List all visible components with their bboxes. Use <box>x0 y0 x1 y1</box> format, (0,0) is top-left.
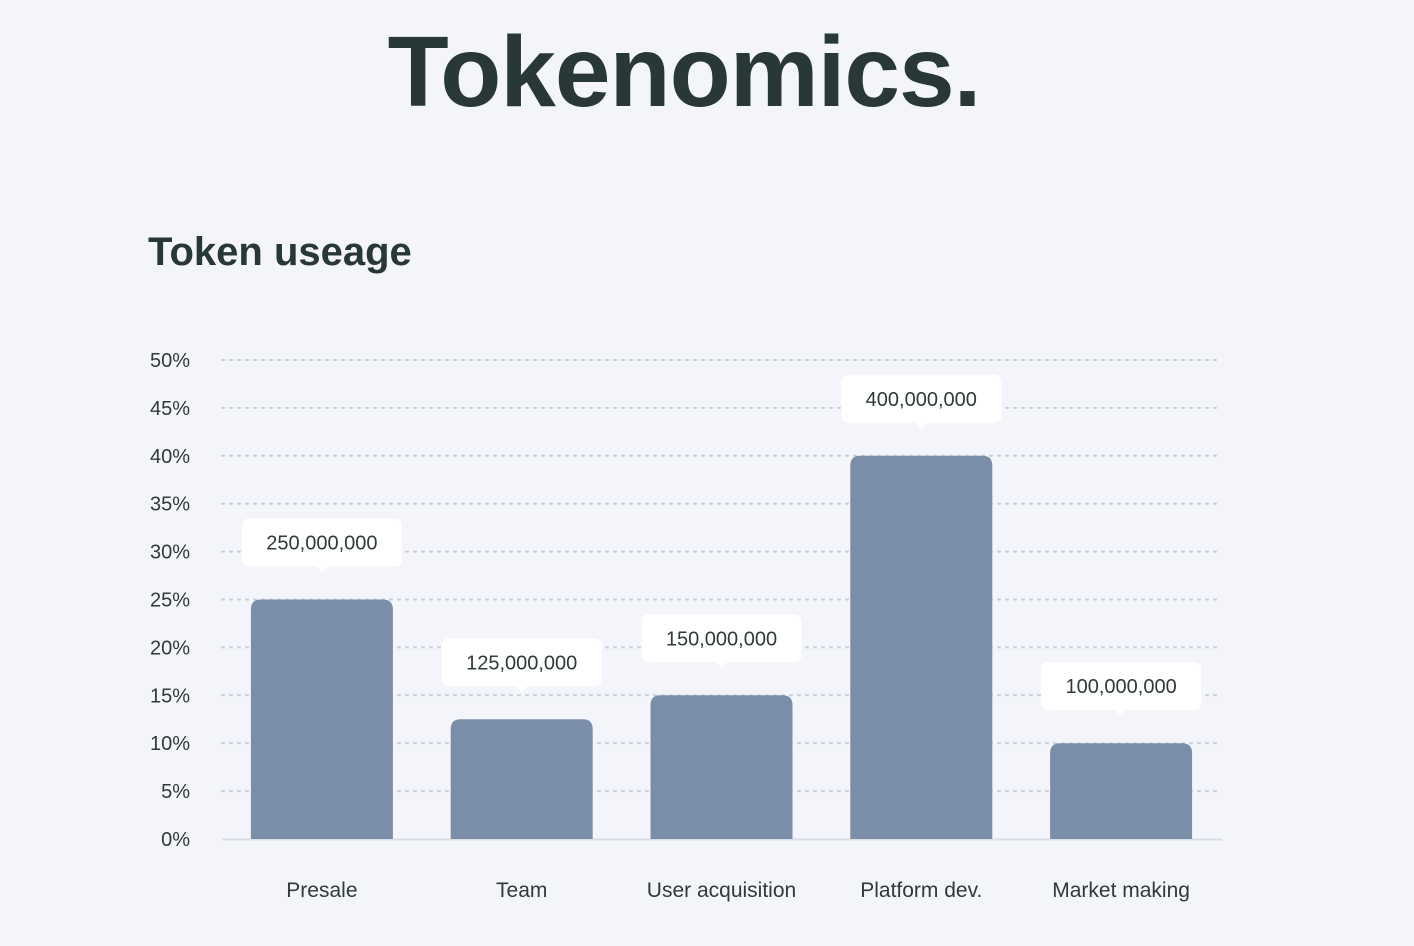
y-tick-label: 45% <box>150 398 190 420</box>
bars <box>250 455 1193 839</box>
data-label-pointer <box>515 685 528 693</box>
data-label-box <box>441 638 602 687</box>
bar <box>650 695 793 839</box>
y-tick-label: 25% <box>150 590 190 612</box>
data-label-box <box>241 518 402 567</box>
data-label: 100,000,000 <box>1041 662 1202 717</box>
data-label-pointer <box>1115 709 1128 717</box>
y-tick-label: 10% <box>150 733 190 755</box>
x-tick-label: Presale <box>286 879 357 902</box>
y-tick-label: 40% <box>150 446 190 468</box>
data-label-text: 400,000,000 <box>866 389 977 411</box>
data-label: 125,000,000 <box>441 638 602 693</box>
y-tick-label: 50% <box>150 350 190 372</box>
data-label: 400,000,000 <box>841 374 1002 429</box>
data-label-text: 250,000,000 <box>266 533 377 555</box>
bar <box>1050 743 1193 839</box>
y-tick-label: 0% <box>161 829 190 851</box>
data-label-text: 125,000,000 <box>466 652 577 674</box>
x-tick-label: User acquisition <box>647 879 796 902</box>
data-labels: 250,000,000 125,000,000 150,000,000 400,000… <box>241 374 1202 717</box>
y-tick-label: 30% <box>150 542 190 564</box>
y-tick-label: 20% <box>150 637 190 659</box>
y-tick-label: 35% <box>150 494 190 516</box>
x-axis: Presale Team User acquisition Platform dev.… <box>286 879 1190 902</box>
x-tick-label: Team <box>496 879 547 902</box>
data-label-text: 100,000,000 <box>1065 676 1176 698</box>
data-label: 250,000,000 <box>241 518 402 573</box>
data-label-box <box>841 374 1002 423</box>
chart-title: Token useage <box>148 230 412 274</box>
data-label: 150,000,000 <box>641 614 802 669</box>
x-tick-label: Platform dev. <box>860 879 982 902</box>
bar <box>250 599 393 839</box>
data-label-pointer <box>315 565 328 573</box>
bar <box>450 719 593 839</box>
page-title: Tokenomics. <box>387 16 982 128</box>
y-tick-label: 5% <box>161 781 190 803</box>
data-label-pointer <box>715 661 728 669</box>
data-label-text: 150,000,000 <box>666 628 777 650</box>
x-tick-label: Market making <box>1052 879 1190 902</box>
data-label-box <box>1041 662 1202 711</box>
data-label-box <box>641 614 802 663</box>
bar <box>850 455 993 839</box>
y-tick-label: 15% <box>150 685 190 707</box>
y-axis: 0% 5% 10% 15% 20% 25% 30% 35% 40% 45% 50% <box>150 350 1222 851</box>
data-label-pointer <box>915 421 928 429</box>
